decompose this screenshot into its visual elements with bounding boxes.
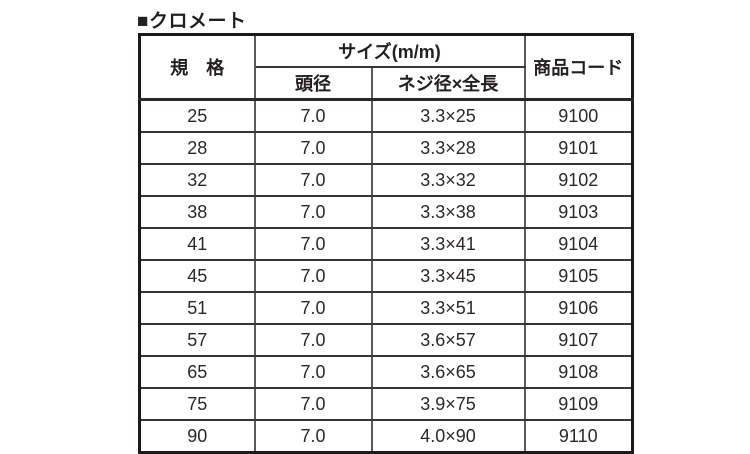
cell-product-code: 9100: [523, 98, 634, 133]
table-row: 28 7.0 3.3×28 9101: [138, 131, 634, 165]
cell-head-diameter: 7.0: [253, 323, 373, 357]
table-row: 90 7.0 4.0×90 9110: [138, 419, 634, 454]
cell-spec: 90: [138, 419, 256, 454]
cell-product-code: 9105: [523, 259, 634, 293]
cell-product-code: 9108: [523, 355, 634, 389]
cell-head-diameter: 7.0: [253, 195, 373, 229]
header-size-group: サイズ(m/m): [253, 33, 526, 68]
cell-screw-dia-length: 3.3×25: [370, 98, 526, 133]
cell-spec: 38: [138, 195, 256, 229]
table-row: 41 7.0 3.3×41 9104: [138, 227, 634, 261]
page-title: ■クロメート: [137, 11, 247, 32]
cell-screw-dia-length: 3.3×45: [370, 259, 526, 293]
cell-product-code: 9102: [523, 163, 634, 197]
cell-head-diameter: 7.0: [253, 291, 373, 325]
table-row: 45 7.0 3.3×45 9105: [138, 259, 634, 293]
cell-screw-dia-length: 3.3×41: [370, 227, 526, 261]
header-screw-dia-length: ネジ径×全長: [370, 66, 526, 101]
cell-spec: 45: [138, 259, 256, 293]
cell-spec: 51: [138, 291, 256, 325]
cell-spec: 25: [138, 98, 256, 133]
cell-head-diameter: 7.0: [253, 419, 373, 454]
table-row: 25 7.0 3.3×25 9100: [138, 98, 634, 133]
cell-screw-dia-length: 3.9×75: [370, 387, 526, 421]
cell-screw-dia-length: 3.3×32: [370, 163, 526, 197]
cell-screw-dia-length: 4.0×90: [370, 419, 526, 454]
cell-screw-dia-length: 3.3×38: [370, 195, 526, 229]
cell-spec: 75: [138, 387, 256, 421]
spec-table: 規 格 サイズ(m/m) 商品コード 頭径 ネジ径×全長 25 7.0 3.3×…: [138, 33, 634, 454]
table-header-row-1: 規 格 サイズ(m/m) 商品コード: [138, 33, 634, 101]
table-row: 57 7.0 3.6×57 9107: [138, 323, 634, 357]
table-row: 51 7.0 3.3×51 9106: [138, 291, 634, 325]
cell-product-code: 9107: [523, 323, 634, 357]
cell-head-diameter: 7.0: [253, 387, 373, 421]
table-row: 65 7.0 3.6×65 9108: [138, 355, 634, 389]
cell-product-code: 9101: [523, 131, 634, 165]
table-row: 32 7.0 3.3×32 9102: [138, 163, 634, 197]
cell-product-code: 9106: [523, 291, 634, 325]
table-row: 38 7.0 3.3×38 9103: [138, 195, 634, 229]
header-product-code: 商品コード: [523, 33, 634, 101]
cell-product-code: 9110: [523, 419, 634, 454]
cell-spec: 65: [138, 355, 256, 389]
cell-head-diameter: 7.0: [253, 163, 373, 197]
cell-product-code: 9103: [523, 195, 634, 229]
header-spec: 規 格: [138, 33, 256, 101]
cell-spec: 57: [138, 323, 256, 357]
cell-screw-dia-length: 3.6×57: [370, 323, 526, 357]
cell-screw-dia-length: 3.3×28: [370, 131, 526, 165]
table-row: 75 7.0 3.9×75 9109: [138, 387, 634, 421]
cell-spec: 41: [138, 227, 256, 261]
cell-head-diameter: 7.0: [253, 227, 373, 261]
cell-product-code: 9104: [523, 227, 634, 261]
cell-screw-dia-length: 3.3×51: [370, 291, 526, 325]
header-head-diameter: 頭径: [253, 66, 373, 101]
cell-spec: 28: [138, 131, 256, 165]
cell-product-code: 9109: [523, 387, 634, 421]
cell-head-diameter: 7.0: [253, 98, 373, 133]
cell-spec: 32: [138, 163, 256, 197]
cell-head-diameter: 7.0: [253, 355, 373, 389]
cell-screw-dia-length: 3.6×65: [370, 355, 526, 389]
table-header-row-2: 頭径 ネジ径×全長: [140, 66, 633, 101]
cell-head-diameter: 7.0: [253, 259, 373, 293]
cell-head-diameter: 7.0: [253, 131, 373, 165]
